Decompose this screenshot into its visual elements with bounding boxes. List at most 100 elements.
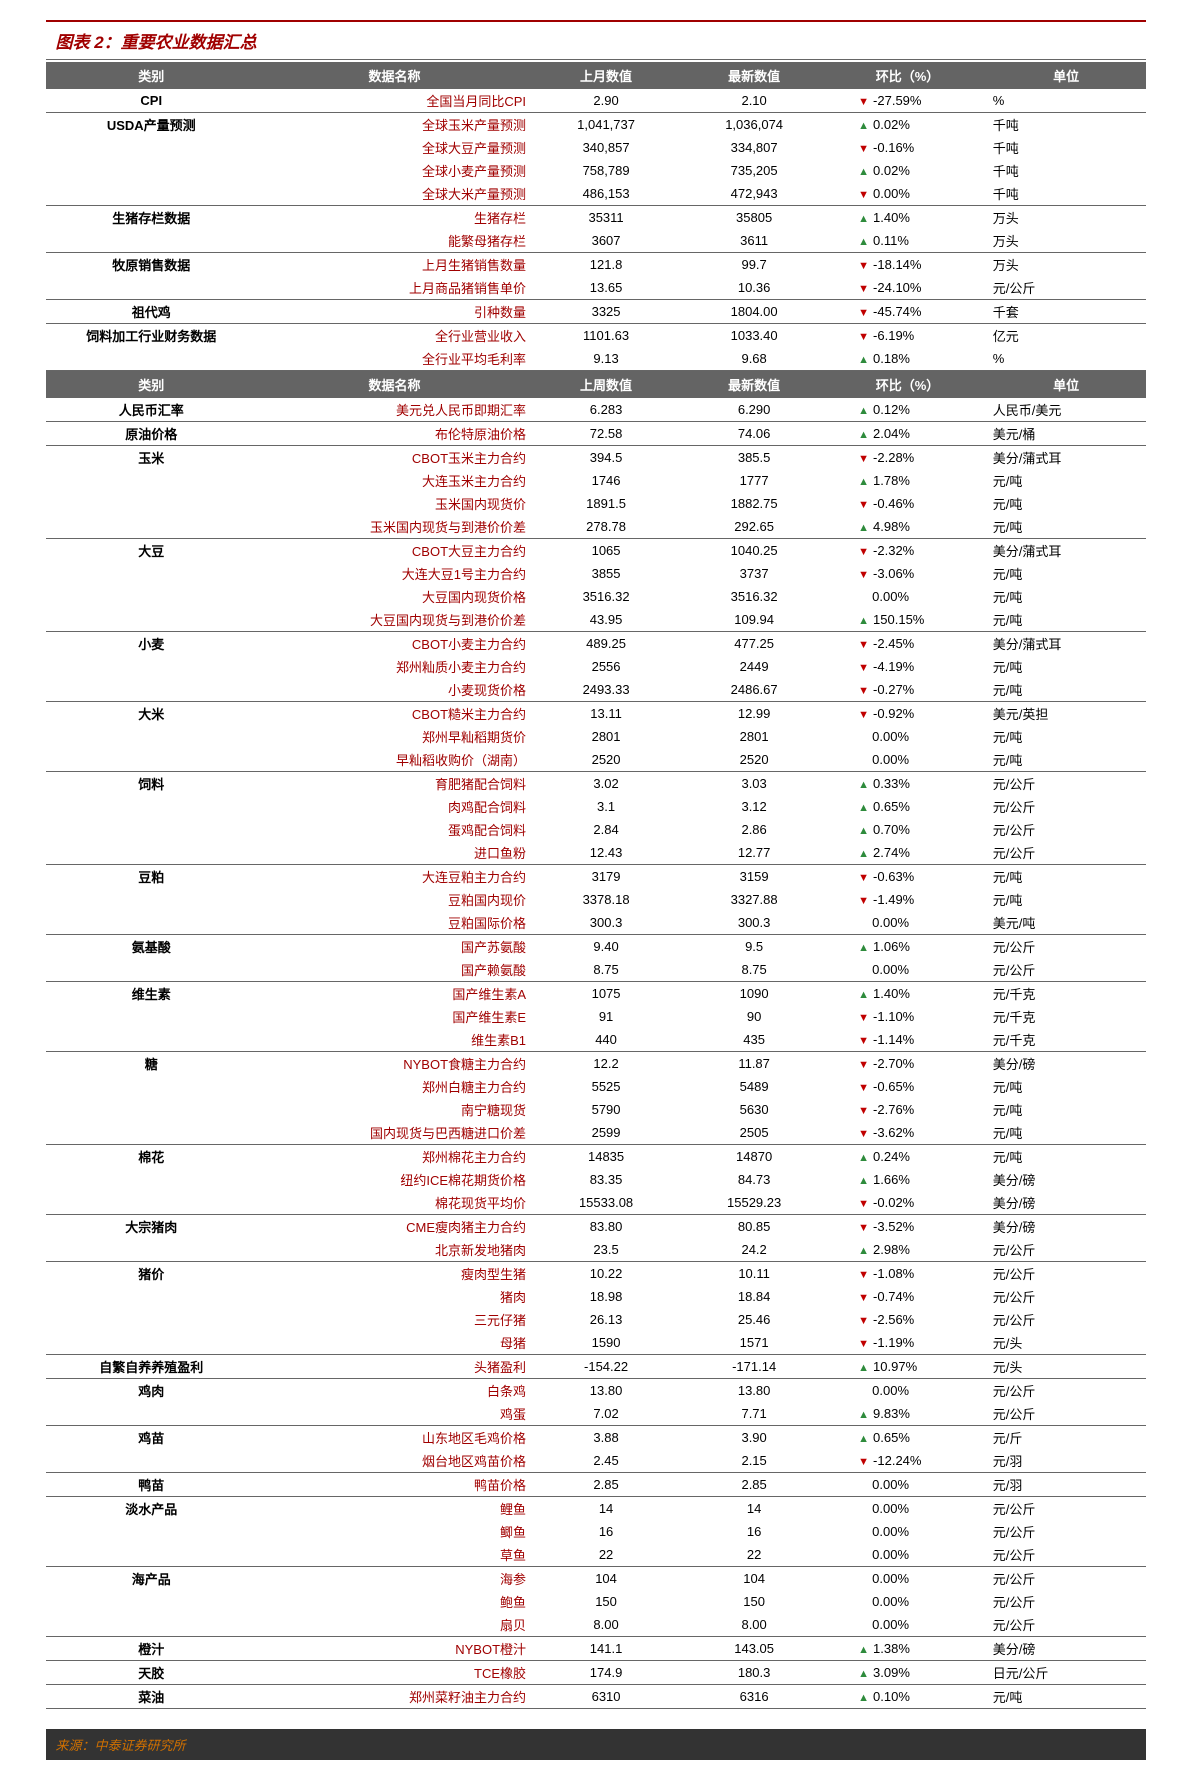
cell-prev: 3855 — [532, 562, 680, 585]
cell-dataname: 瘦肉型生猪 — [257, 1262, 532, 1286]
cell-new: 14870 — [680, 1145, 828, 1169]
arrow-down-icon: ▼ — [858, 260, 869, 272]
cell-new: 12.77 — [680, 841, 828, 865]
arrow-up-icon: ▲ — [858, 213, 869, 225]
table-row: 氨基酸国产苏氨酸9.409.5▲1.06%元/公斤 — [46, 935, 1146, 959]
cell-change: ▼-0.74% — [828, 1285, 987, 1308]
cell-new: 334,807 — [680, 136, 828, 159]
arrow-down-icon: ▼ — [858, 1128, 869, 1140]
arrow-down-icon: ▼ — [858, 709, 869, 721]
cell-category: 大宗猪肉 — [46, 1215, 258, 1239]
cell-prev: 3.1 — [532, 795, 680, 818]
cell-change: ▼-2.70% — [828, 1052, 987, 1076]
cell-change: ▼-24.10% — [828, 276, 987, 300]
cell-change: ▲0.65% — [828, 1426, 987, 1450]
arrow-down-icon: ▼ — [858, 1456, 869, 1468]
cell-prev: 121.8 — [532, 253, 680, 277]
cell-category: 饲料 — [46, 772, 258, 796]
cell-prev: 2520 — [532, 748, 680, 772]
table-row: 母猪15901571▼-1.19%元/头 — [46, 1331, 1146, 1355]
cell-new: 109.94 — [680, 608, 828, 632]
cell-change: 0.00% — [828, 1473, 987, 1497]
cell-new: 104 — [680, 1567, 828, 1591]
cell-unit: 元/公斤 — [987, 1379, 1146, 1403]
th-unit: 单位 — [987, 371, 1146, 398]
cell-change: ▼-1.14% — [828, 1028, 987, 1052]
arrow-up-icon: ▲ — [858, 429, 869, 441]
cell-prev: 35311 — [532, 206, 680, 230]
cell-dataname: 玉米国内现货价 — [257, 492, 532, 515]
arrow-up-icon: ▲ — [858, 942, 869, 954]
cell-prev: 2.84 — [532, 818, 680, 841]
table-row: 大豆CBOT大豆主力合约10651040.25▼-2.32%美分/蒲式耳 — [46, 539, 1146, 563]
cell-category — [46, 655, 258, 678]
table-row: 海产品海参1041040.00%元/公斤 — [46, 1567, 1146, 1591]
table-row: 饲料育肥猪配合饲料3.023.03▲0.33%元/公斤 — [46, 772, 1146, 796]
cell-dataname: 国产苏氨酸 — [257, 935, 532, 959]
table-row: 大米CBOT糙米主力合约13.1112.99▼-0.92%美元/英担 — [46, 702, 1146, 726]
arrow-down-icon: ▼ — [858, 1105, 869, 1117]
cell-new: 3.12 — [680, 795, 828, 818]
cell-dataname: 扇贝 — [257, 1613, 532, 1637]
cell-category — [46, 136, 258, 159]
cell-category: 糖 — [46, 1052, 258, 1076]
cell-category — [46, 1121, 258, 1145]
table-row: 鲍鱼1501500.00%元/公斤 — [46, 1590, 1146, 1613]
cell-new: -171.14 — [680, 1355, 828, 1379]
arrow-down-icon: ▼ — [858, 96, 869, 108]
cell-change: ▼-2.28% — [828, 446, 987, 470]
cell-prev: 141.1 — [532, 1637, 680, 1661]
table-row: 草鱼22220.00%元/公斤 — [46, 1543, 1146, 1567]
cell-unit: 元/千克 — [987, 1028, 1146, 1052]
table-row: 烟台地区鸡苗价格2.452.15▼-12.24%元/羽 — [46, 1449, 1146, 1473]
cell-change: ▼-0.65% — [828, 1075, 987, 1098]
table-header-row: 类别 数据名称 上周数值 最新数值 环比（%） 单位 — [46, 371, 1146, 398]
cell-prev: 2556 — [532, 655, 680, 678]
arrow-up-icon: ▲ — [858, 1692, 869, 1704]
table-row: 全球大豆产量预测340,857334,807▼-0.16%千吨 — [46, 136, 1146, 159]
cell-change: ▼-1.10% — [828, 1005, 987, 1028]
table-row: 郑州白糖主力合约55255489▼-0.65%元/吨 — [46, 1075, 1146, 1098]
arrow-up-icon: ▲ — [858, 1433, 869, 1445]
th-category: 类别 — [46, 371, 258, 398]
cell-prev: 1891.5 — [532, 492, 680, 515]
cell-prev: 150 — [532, 1590, 680, 1613]
cell-unit: 千吨 — [987, 113, 1146, 137]
cell-change: ▲1.38% — [828, 1637, 987, 1661]
cell-new: 143.05 — [680, 1637, 828, 1661]
arrow-up-icon: ▲ — [858, 1175, 869, 1187]
cell-new: 7.71 — [680, 1402, 828, 1426]
cell-prev: 486,153 — [532, 182, 680, 206]
cell-new: 472,943 — [680, 182, 828, 206]
arrow-down-icon: ▼ — [858, 1198, 869, 1210]
cell-change: ▲0.18% — [828, 347, 987, 371]
cell-unit: 美分/蒲式耳 — [987, 632, 1146, 656]
arrow-up-icon: ▲ — [858, 476, 869, 488]
table-row: 郑州籼质小麦主力合约25562449▼-4.19%元/吨 — [46, 655, 1146, 678]
arrow-down-icon: ▼ — [858, 1035, 869, 1047]
cell-unit: % — [987, 347, 1146, 371]
arrow-down-icon: ▼ — [858, 872, 869, 884]
table-row: 玉米国内现货与到港价价差278.78292.65▲4.98%元/吨 — [46, 515, 1146, 539]
cell-new: 180.3 — [680, 1661, 828, 1685]
arrow-up-icon: ▲ — [858, 405, 869, 417]
table-row: 大连大豆1号主力合约38553737▼-3.06%元/吨 — [46, 562, 1146, 585]
cell-dataname: 全行业营业收入 — [257, 324, 532, 348]
arrow-up-icon: ▲ — [858, 1362, 869, 1374]
cell-change: 0.00% — [828, 1379, 987, 1403]
cell-unit: 美元/桶 — [987, 422, 1146, 446]
cell-new: 22 — [680, 1543, 828, 1567]
cell-dataname: NYBOT食糖主力合约 — [257, 1052, 532, 1076]
cell-unit: 元/头 — [987, 1331, 1146, 1355]
arrow-up-icon: ▲ — [858, 615, 869, 627]
cell-dataname: 全球大豆产量预测 — [257, 136, 532, 159]
cell-dataname: 猪肉 — [257, 1285, 532, 1308]
th-prev: 上周数值 — [532, 371, 680, 398]
cell-dataname: 全国当月同比CPI — [257, 89, 532, 113]
arrow-down-icon: ▼ — [858, 189, 869, 201]
cell-dataname: 头猪盈利 — [257, 1355, 532, 1379]
cell-prev: 2.90 — [532, 89, 680, 113]
cell-prev: -154.22 — [532, 1355, 680, 1379]
cell-change: 0.00% — [828, 585, 987, 608]
cell-unit: 元/公斤 — [987, 1520, 1146, 1543]
